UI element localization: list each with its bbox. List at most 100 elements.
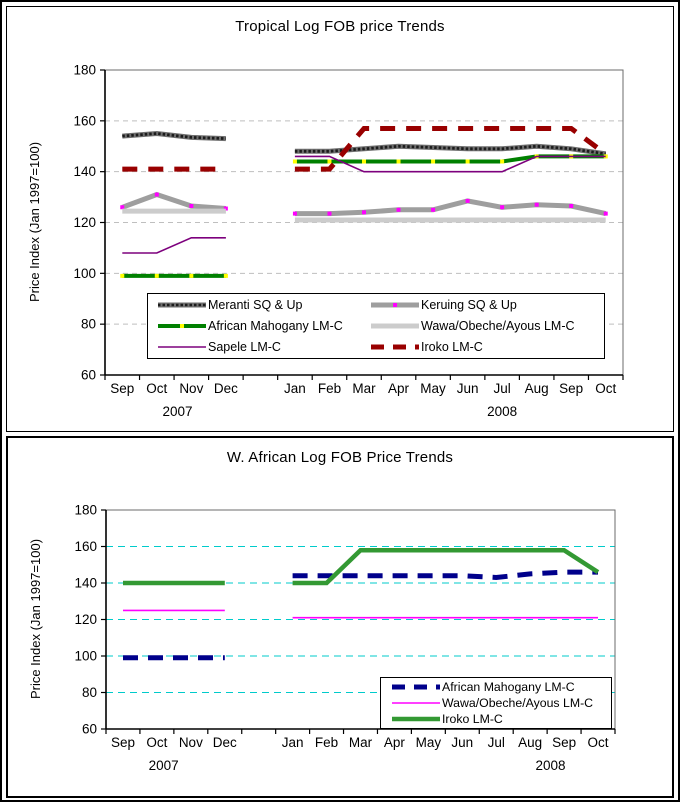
y-tick-label: 100 bbox=[74, 649, 97, 664]
x-tick-label: Apr bbox=[388, 381, 410, 396]
y-tick-label: 60 bbox=[82, 722, 97, 737]
y-tick-label: 140 bbox=[73, 164, 96, 179]
x-tick-label: Oct bbox=[595, 381, 616, 396]
legend-key-marker bbox=[393, 303, 397, 307]
legend-label: Keruing SQ & Up bbox=[421, 298, 517, 312]
tropical-log-chart: 60 80 100 120 140 160 180 Sep Oct Nov Dec Jan Feb Mar… bbox=[6, 6, 674, 432]
series-marker-keruing-sq-up bbox=[465, 198, 470, 203]
series-line-wawa-obeche-ayous-lm-c bbox=[123, 609, 598, 619]
series-marker-african-mahogany-lm-c bbox=[603, 154, 608, 159]
west-african-plot-area: 60 80 100 120 140 160 180 Sep Oct Nov Dec Jan Feb Mar… bbox=[74, 503, 616, 773]
x-tick-label: Jun bbox=[457, 381, 479, 396]
series-marker-keruing-sq-up bbox=[292, 211, 297, 216]
x-tick-label: Sep bbox=[110, 381, 134, 396]
year-label: 2008 bbox=[536, 758, 566, 773]
legend-item-iroko-lm-c: Iroko LM-C bbox=[370, 337, 604, 358]
y-tick-label: 140 bbox=[74, 576, 97, 591]
y-tick-label: 180 bbox=[74, 503, 97, 518]
series-marker-keruing-sq-up bbox=[120, 205, 125, 210]
series-marker-african-mahogany-lm-c bbox=[154, 273, 159, 278]
legend-item-african-mahogany-lm-c: African Mahogany LM-C bbox=[157, 316, 370, 337]
legend-key-sapele-lm-c bbox=[158, 346, 206, 348]
legend-key-african-mahogany-lm-c bbox=[158, 324, 206, 328]
y-tick-label: 120 bbox=[74, 612, 97, 627]
chart-title-west-african: W. African Log FOB Price Trends bbox=[226, 449, 454, 466]
series-marker-keruing-sq-up bbox=[431, 207, 436, 212]
x-tick-label: Sep bbox=[111, 735, 135, 750]
year-label: 2007 bbox=[149, 758, 179, 773]
series-marker-african-mahogany-lm-c bbox=[120, 273, 125, 278]
series-marker-keruing-sq-up bbox=[603, 211, 608, 216]
legend-key-wawa-obeche-ayous-lm-c bbox=[371, 323, 419, 329]
series-marker-keruing-sq-up bbox=[569, 203, 574, 208]
year-label: 2008 bbox=[487, 404, 517, 419]
legend-label: Iroko LM-C bbox=[442, 712, 503, 726]
legend-key-keruing-sq-up bbox=[371, 302, 419, 308]
x-tick-label: May bbox=[416, 735, 442, 750]
legend-key-meranti-sq-up bbox=[158, 302, 206, 308]
series-marker-keruing-sq-up bbox=[189, 203, 194, 208]
west-african-log-chart: 60 80 100 120 140 160 180 Sep Oct Nov Dec Jan Feb Mar… bbox=[6, 436, 674, 798]
series-line-african-mahogany-lm-c bbox=[123, 569, 598, 661]
x-tick-label: Mar bbox=[349, 735, 373, 750]
legend-key-marker bbox=[180, 324, 184, 328]
y-tick-label: 160 bbox=[73, 113, 96, 128]
series-marker-african-mahogany-lm-c bbox=[189, 273, 194, 278]
year-label: 2007 bbox=[162, 404, 192, 419]
series-line-iroko-lm-c bbox=[123, 547, 600, 586]
x-tick-label: Jul bbox=[494, 381, 511, 396]
y-tick-label: 180 bbox=[73, 63, 96, 78]
legend-item-iroko-lm-c: Iroko LM-C bbox=[391, 711, 611, 727]
legend-west-african: African Mahogany LM-C Wawa/Obeche/Ayous L… bbox=[380, 677, 612, 729]
x-tick-label: Dec bbox=[213, 735, 237, 750]
legend-key-iroko-lm-c bbox=[371, 344, 419, 350]
x-tick-label: Apr bbox=[384, 735, 406, 750]
series-marker-african-mahogany-lm-c bbox=[396, 159, 401, 164]
x-tick-label: Sep bbox=[552, 735, 576, 750]
legend-key-iroko-lm-c bbox=[392, 716, 440, 722]
legend-label: Iroko LM-C bbox=[421, 340, 483, 354]
tropical-log-plot-area: 60 80 100 120 140 160 180 Sep Oct Nov Dec Jan Feb Mar… bbox=[73, 63, 624, 419]
y-tick-label: 80 bbox=[82, 685, 97, 700]
series-marker-keruing-sq-up bbox=[223, 206, 228, 211]
series-marker-african-mahogany-lm-c bbox=[500, 159, 505, 164]
legend-label: African Mahogany LM-C bbox=[208, 319, 343, 333]
x-tick-label: Oct bbox=[146, 735, 167, 750]
x-tick-label: Aug bbox=[518, 735, 542, 750]
series-marker-african-mahogany-lm-c bbox=[362, 159, 366, 164]
series-marker-keruing-sq-up bbox=[327, 211, 332, 216]
x-tick-label: Jan bbox=[284, 381, 306, 396]
y-tick-label: 160 bbox=[74, 539, 97, 554]
series-marker-african-mahogany-lm-c bbox=[465, 159, 470, 164]
y-tick-label: 60 bbox=[81, 368, 96, 383]
legend-item-wawa-obeche-ayous-lm-c: Wawa/Obeche/Ayous LM-C bbox=[370, 316, 604, 337]
x-tick-label: Oct bbox=[588, 735, 609, 750]
series-marker-keruing-sq-up bbox=[362, 210, 366, 215]
series-line-iroko-lm-c bbox=[122, 126, 608, 172]
x-tick-label: Nov bbox=[179, 381, 203, 396]
x-tick-label: Jun bbox=[451, 735, 473, 750]
series-marker-keruing-sq-up bbox=[534, 202, 539, 207]
series-marker-african-mahogany-lm-c bbox=[223, 273, 228, 278]
legend-item-wawa-obeche-ayous-lm-c: Wawa/Obeche/Ayous LM-C bbox=[391, 695, 611, 711]
x-tick-label: Nov bbox=[179, 735, 203, 750]
legend-label: Wawa/Obeche/Ayous LM-C bbox=[421, 319, 575, 333]
series-marker-keruing-sq-up bbox=[396, 207, 401, 212]
y-tick-label: 80 bbox=[81, 317, 96, 332]
x-tick-label: Feb bbox=[318, 381, 341, 396]
x-tick-label: Feb bbox=[315, 735, 338, 750]
legend-label: African Mahogany LM-C bbox=[442, 680, 575, 694]
series-line-sapele-lm-c bbox=[122, 155, 606, 254]
legend-item-sapele-lm-c: Sapele LM-C bbox=[157, 337, 370, 358]
legend-key-african-mahogany-lm-c bbox=[392, 684, 440, 690]
legend-label: Sapele LM-C bbox=[208, 340, 281, 354]
x-tick-label: Jan bbox=[282, 735, 304, 750]
series-line-keruing-sq-up bbox=[121, 191, 607, 217]
x-tick-label: Oct bbox=[146, 381, 167, 396]
legend-item-meranti-sq-up: Meranti SQ & Up bbox=[157, 295, 370, 316]
y-axis-title-tropical: Price Index (Jan 1997=100) bbox=[27, 141, 42, 303]
legend-label: Wawa/Obeche/Ayous LM-C bbox=[442, 696, 594, 710]
series-marker-african-mahogany-lm-c bbox=[292, 159, 297, 164]
series-marker-african-mahogany-lm-c bbox=[431, 159, 436, 164]
